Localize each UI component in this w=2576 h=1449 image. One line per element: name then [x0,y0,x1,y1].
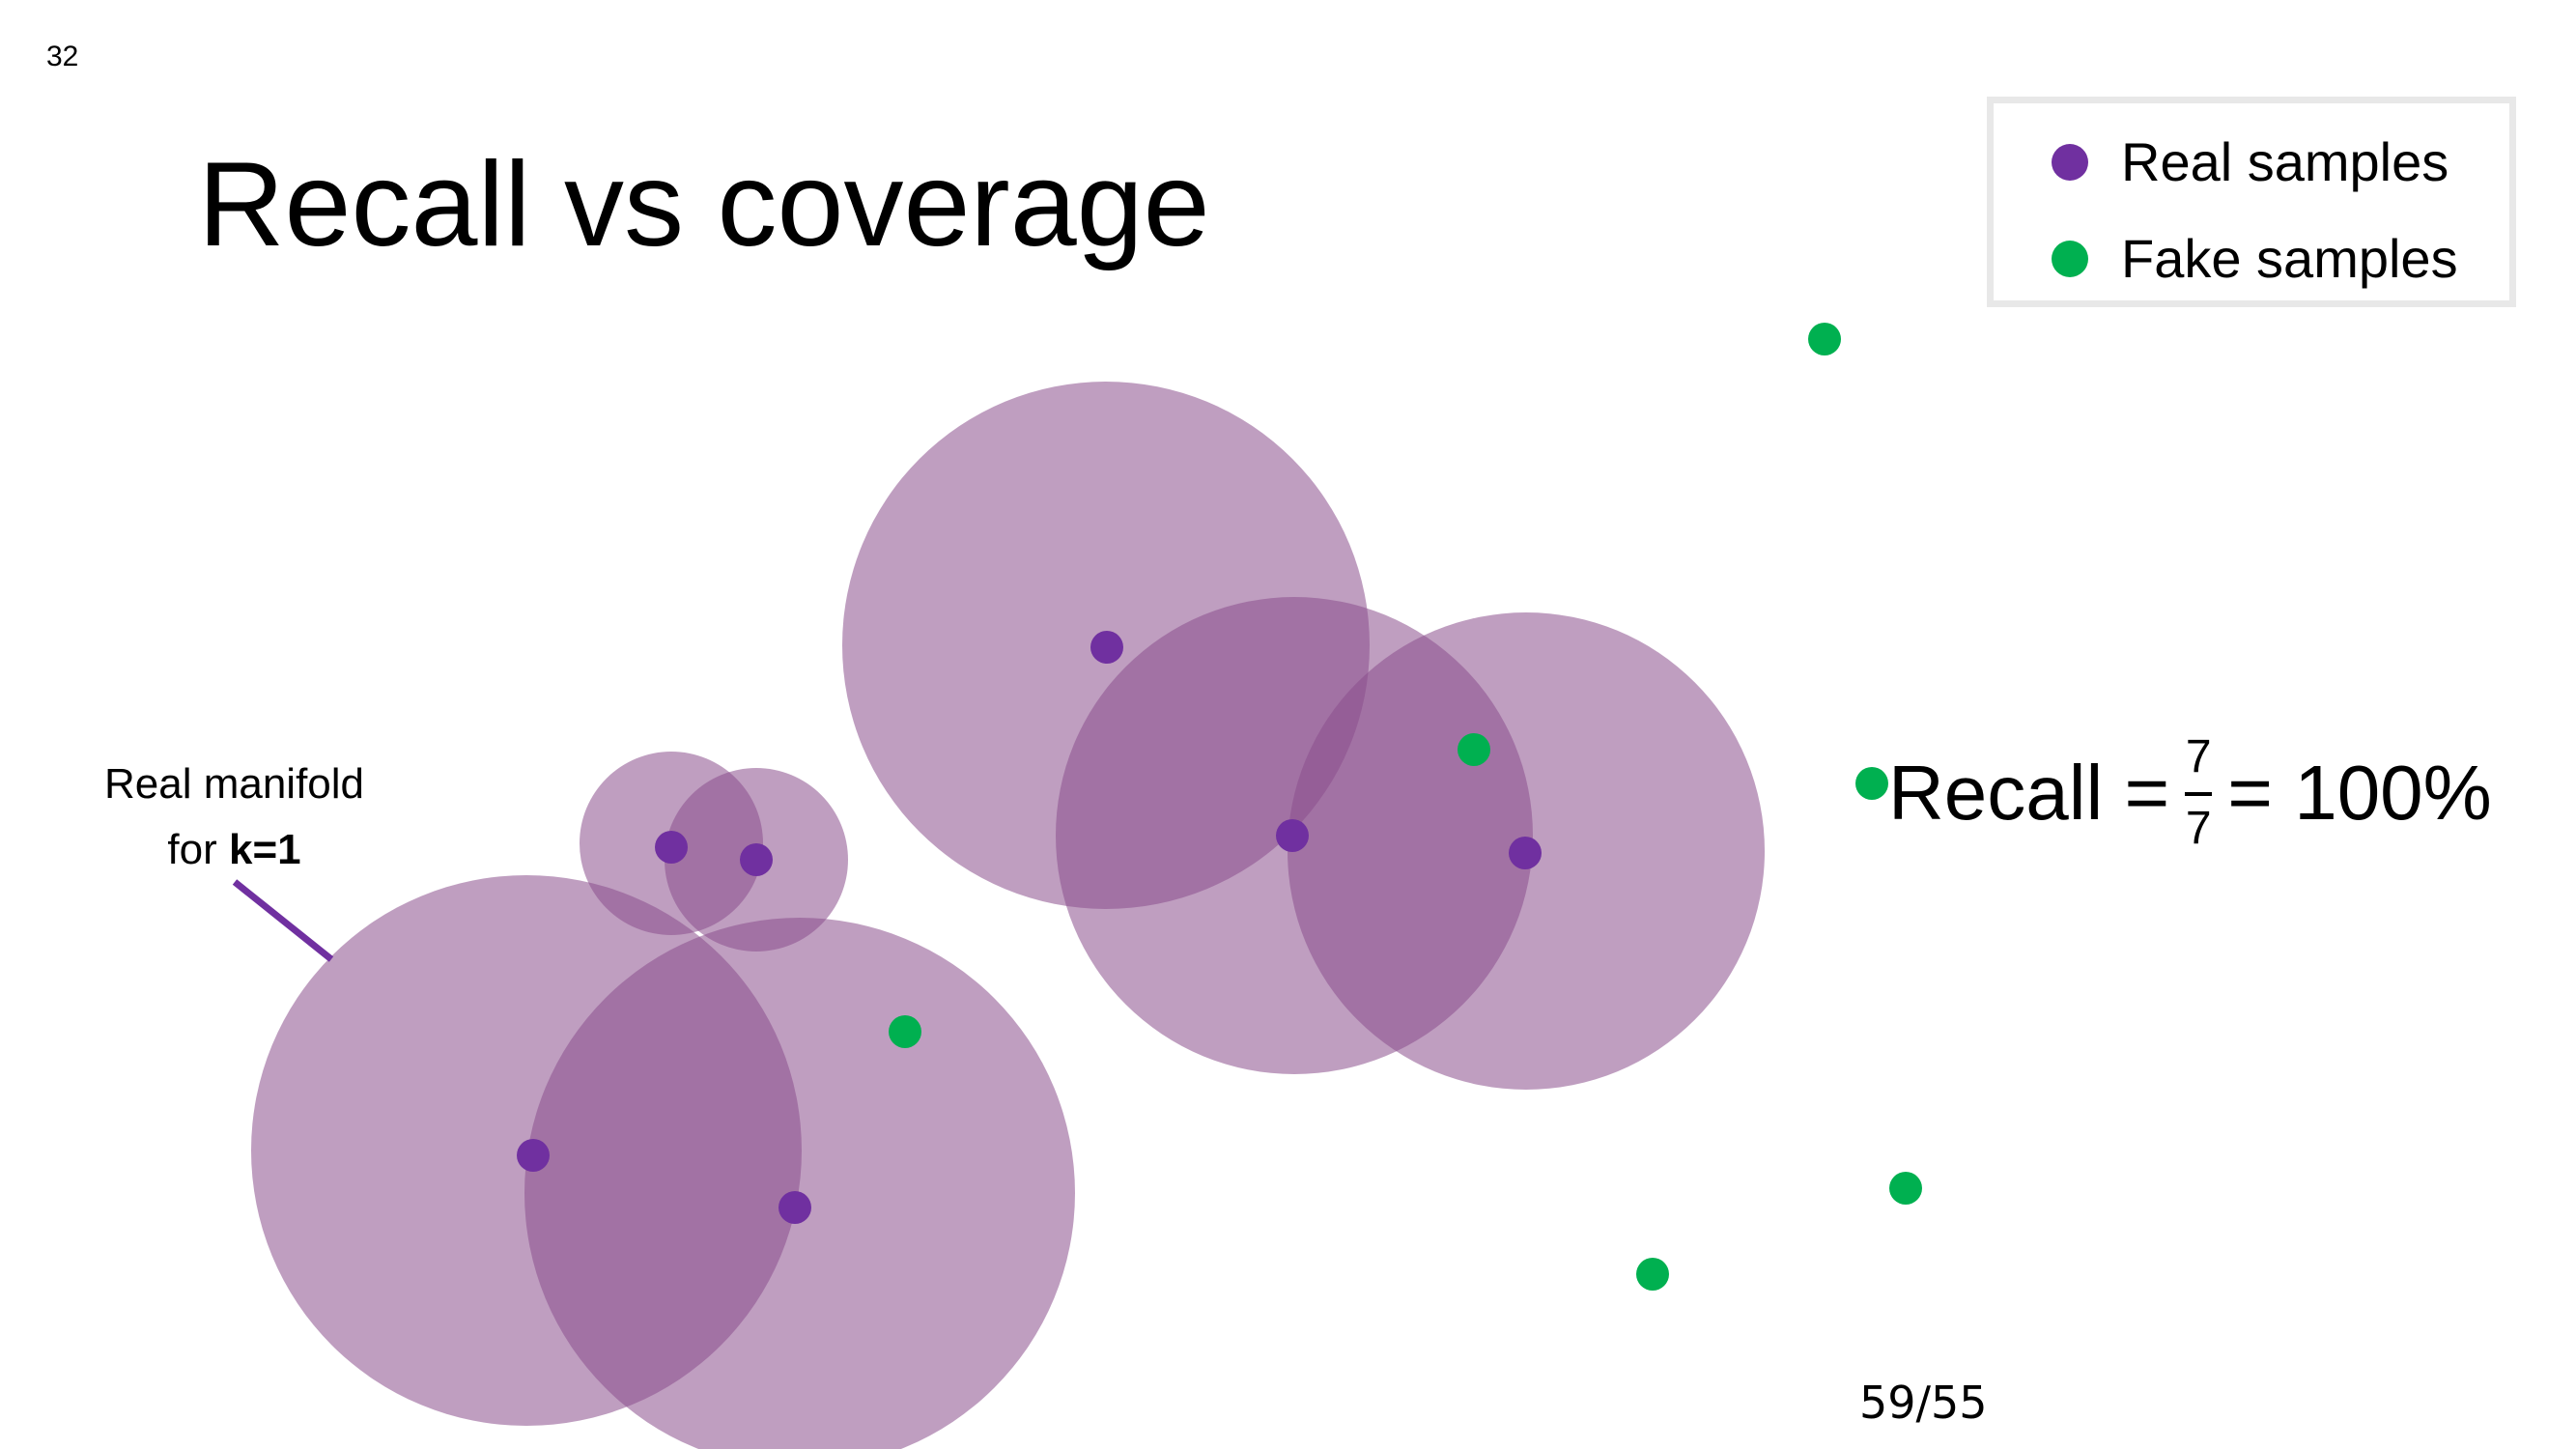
real-sample-point [517,1139,550,1172]
fraction-denominator: 7 [2185,803,2212,854]
legend-label-fake: Fake samples [2121,228,2458,289]
slide-number: 32 [46,41,79,72]
recall-rhs: = 100% [2227,750,2492,836]
fake-sample-point [1808,323,1841,355]
legend-label-real: Real samples [2121,131,2449,192]
real-sample-point [778,1191,811,1224]
real-manifold-circles [251,382,1765,1449]
annotation-prefix: for [167,826,229,873]
recall-lhs: Recall = [1888,750,2170,836]
fake-sample-dot-icon [2052,240,2088,277]
real-sample-dot-icon [2052,143,2088,181]
real-sample-point [1509,837,1542,869]
legend: Real samples Fake samples [1987,97,2516,307]
legend-item-real: Real samples [2052,130,2449,193]
real-sample-point [1276,819,1309,852]
real-sample-point [655,831,688,864]
annotation-line-2: for k=1 [77,817,391,883]
recall-fraction: 7 7 [2185,731,2213,854]
real-sample-point [1090,631,1123,664]
real-samples [517,631,1542,1224]
fake-sample-point [889,1015,921,1048]
recall-formula: Recall = 7 7 = 100% [1888,734,2492,852]
manifold-annotation: Real manifold for k=1 [77,752,391,883]
fraction-bar [2185,792,2213,796]
fake-sample-point [1855,767,1888,800]
manifold-circle [524,918,1075,1449]
annotation-pointer-line [232,879,334,962]
fake-samples [889,323,1922,1291]
slide-title: Recall vs coverage [198,138,1210,271]
real-sample-point [740,843,773,876]
fake-sample-point [1458,733,1490,766]
fraction-numerator: 7 [2185,731,2212,782]
legend-item-fake: Fake samples [2052,227,2458,290]
fake-sample-point [1636,1258,1669,1291]
page-count: 59/55 [1859,1377,1988,1429]
annotation-line-1: Real manifold [103,760,365,808]
annotation-k-value: k=1 [228,826,301,873]
fake-sample-point [1889,1172,1922,1205]
